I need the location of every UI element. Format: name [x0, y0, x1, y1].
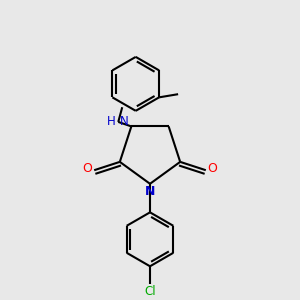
Text: N: N [120, 116, 129, 128]
Text: O: O [83, 162, 93, 175]
Text: Cl: Cl [144, 285, 156, 298]
Text: N: N [145, 185, 155, 198]
Text: O: O [207, 162, 217, 175]
Text: H: H [107, 116, 116, 128]
